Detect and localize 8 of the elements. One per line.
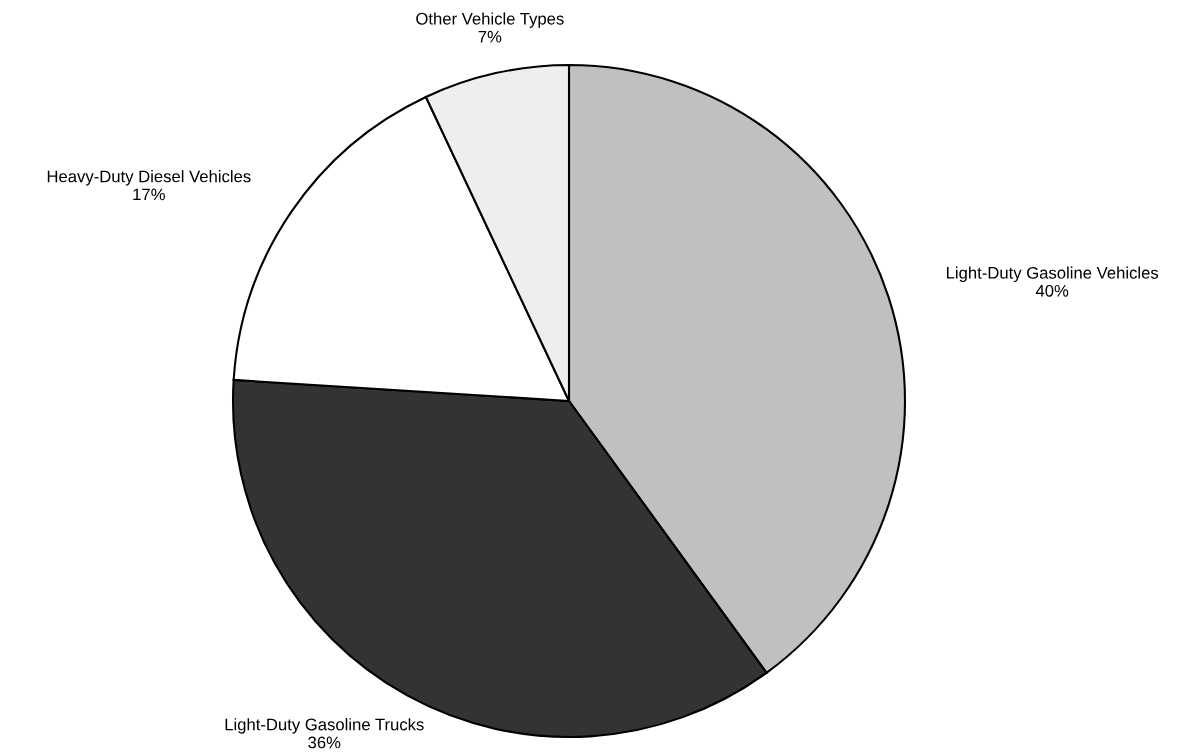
data-label: 36% <box>308 736 341 749</box>
slice-label: Heavy-Duty Diesel Vehicles <box>47 170 251 186</box>
data-label: 17% <box>133 188 165 201</box>
data-label: 40% <box>1035 284 1069 297</box>
data-label: 7% <box>478 30 502 43</box>
slice-label: Light-Duty Gasoline Vehicles <box>947 266 1159 283</box>
slice-label: Other Vehicle Types <box>416 12 564 28</box>
slice-label: Light-Duty Gasoline Trucks <box>225 718 424 734</box>
